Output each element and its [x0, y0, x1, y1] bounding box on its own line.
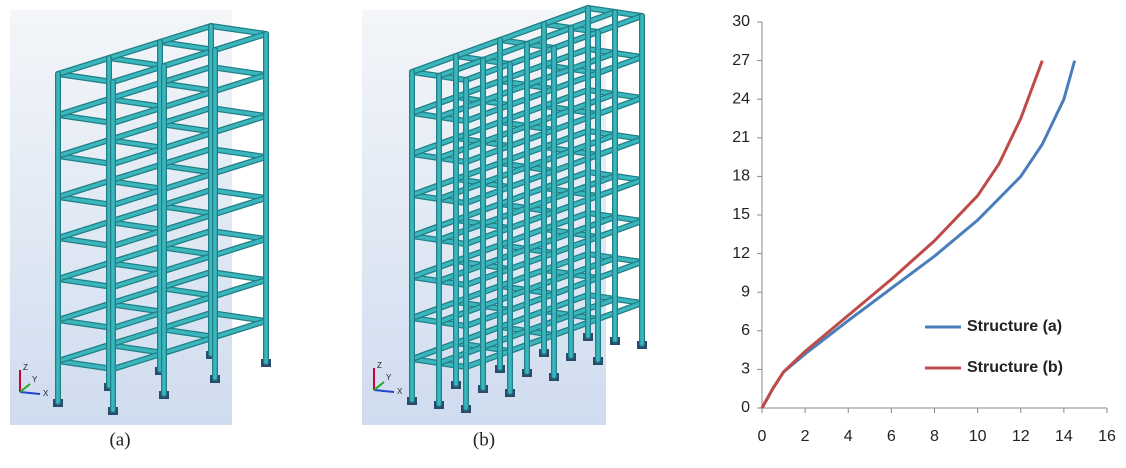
x-tick-label: 16	[1098, 428, 1116, 445]
y-tick-label: 30	[732, 13, 750, 30]
y-tick-label: 0	[741, 399, 750, 416]
axis-icon-label: Z	[377, 361, 382, 370]
series-line	[762, 61, 1075, 408]
y-tick-label: 27	[732, 52, 750, 69]
x-tick-label: 10	[969, 428, 987, 445]
x-tick-label: 2	[801, 428, 810, 445]
x-tick-label: 12	[1012, 428, 1030, 445]
y-tick-label: 12	[732, 245, 750, 262]
y-tick-label: 3	[741, 361, 750, 378]
axis-icon-label: Z	[23, 363, 28, 372]
figure: ZYXZYX (a) (b) 0369121518212427300246810…	[0, 0, 1126, 463]
x-tick-label: 6	[887, 428, 896, 445]
axis-icon-label: X	[397, 387, 403, 396]
caption: (a)	[109, 429, 130, 450]
x-tick-label: 14	[1055, 428, 1073, 445]
y-tick-label: 18	[732, 168, 750, 185]
axis-icon-label: Y	[386, 373, 392, 382]
axis-icon-label: X	[43, 389, 49, 398]
y-tick-label: 24	[732, 90, 750, 107]
legend-label: Structure (a)	[967, 318, 1062, 335]
y-tick-label: 6	[741, 322, 750, 339]
axis-icon-label: Y	[32, 375, 38, 384]
legend-label: Structure (b)	[967, 359, 1063, 376]
caption: (b)	[473, 429, 495, 450]
y-tick-label: 9	[741, 283, 750, 300]
x-tick-label: 4	[844, 428, 853, 445]
x-tick-label: 0	[758, 428, 767, 445]
x-tick-label: 8	[930, 428, 939, 445]
y-tick-label: 21	[732, 129, 750, 146]
y-tick-label: 15	[732, 206, 750, 223]
